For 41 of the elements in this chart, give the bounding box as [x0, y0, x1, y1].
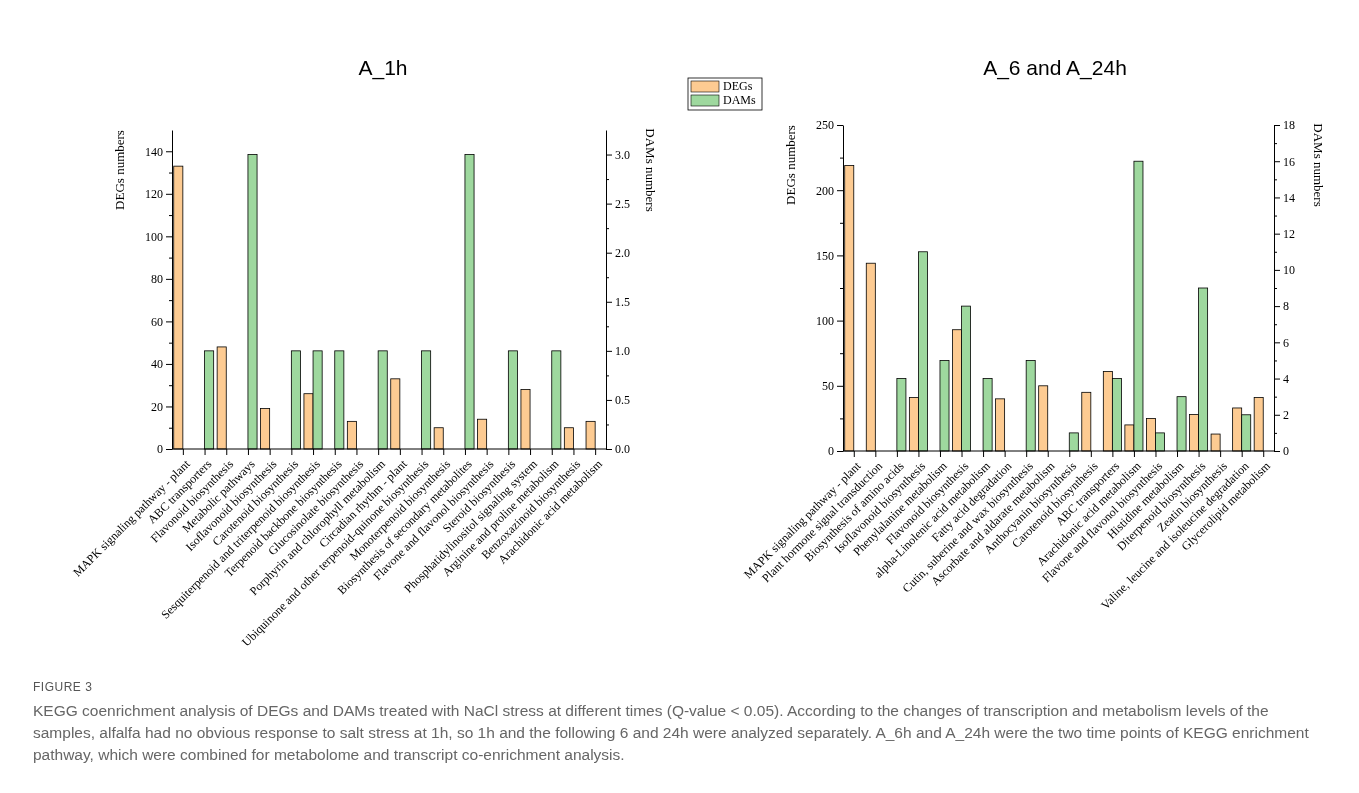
- y-axis-title: DEGs numbers: [112, 130, 127, 210]
- y2-tick-label: 0.0: [615, 442, 630, 457]
- y2-tick-label: 6: [1283, 335, 1289, 350]
- y2-tick-label: 12: [1283, 227, 1295, 242]
- y2-tick-label: 2.5: [615, 196, 630, 211]
- y2-axis-title: DAMs numbers: [1311, 123, 1326, 207]
- legend-label: DEGs: [723, 79, 753, 93]
- y-tick-label: 120: [145, 187, 163, 202]
- y-tick-label: 140: [145, 144, 163, 159]
- y2-tick-label: 18: [1283, 118, 1295, 133]
- y2-tick-label: 0: [1283, 444, 1289, 459]
- y-tick-label: 50: [822, 379, 834, 394]
- y-axis-title: DEGs numbers: [783, 125, 798, 205]
- y-tick-label: 60: [151, 314, 163, 329]
- y2-tick-label: 2.0: [615, 246, 630, 261]
- y2-tick-label: 1.0: [615, 344, 630, 359]
- y-tick-label: 150: [816, 248, 834, 263]
- y2-tick-label: 1.5: [615, 295, 630, 310]
- y2-tick-label: 10: [1283, 263, 1295, 278]
- y-tick-label: 250: [816, 118, 834, 133]
- y2-tick-label: 8: [1283, 299, 1289, 314]
- y2-tick-label: 0.5: [615, 393, 630, 408]
- y2-axis-title: DAMs numbers: [643, 128, 658, 212]
- y-tick-label: 20: [151, 399, 163, 414]
- legend-label: DAMs: [723, 93, 756, 107]
- caption: FIGURE 3: [33, 680, 94, 694]
- y2-tick-label: 14: [1283, 190, 1295, 205]
- y-tick-label: 0: [157, 442, 163, 457]
- y2-tick-label: 2: [1283, 408, 1289, 423]
- y2-tick-label: 16: [1283, 154, 1295, 169]
- y-tick-label: 100: [145, 229, 163, 244]
- y-tick-label: 100: [816, 313, 834, 328]
- y-tick-label: 80: [151, 272, 163, 287]
- y2-tick-label: 3.0: [615, 147, 630, 162]
- y-tick-label: 0: [828, 444, 834, 459]
- y-tick-label: 200: [816, 183, 834, 198]
- chart-title: A_1h: [358, 56, 408, 80]
- text: KEGG coenrichment analysis of DEGs and DAMs treated with NaCl stress at different times (Q-value < 0.05). According to the changes of transcription and metabolism levels of the samples, alfalfa had no obvious response to salt stress at 1h, so 1h and the following 6 and 24h were analyzed separately. A_6h and A_24h were the two time points of KEGG enrichment pathway, which were combined for metabolome and transcript co-enrichment analysis.: [33, 701, 1310, 765]
- y-tick-label: 40: [151, 357, 163, 372]
- y2-tick-label: 4: [1283, 371, 1289, 386]
- chart-title: A_6 and A_24h: [983, 56, 1127, 80]
